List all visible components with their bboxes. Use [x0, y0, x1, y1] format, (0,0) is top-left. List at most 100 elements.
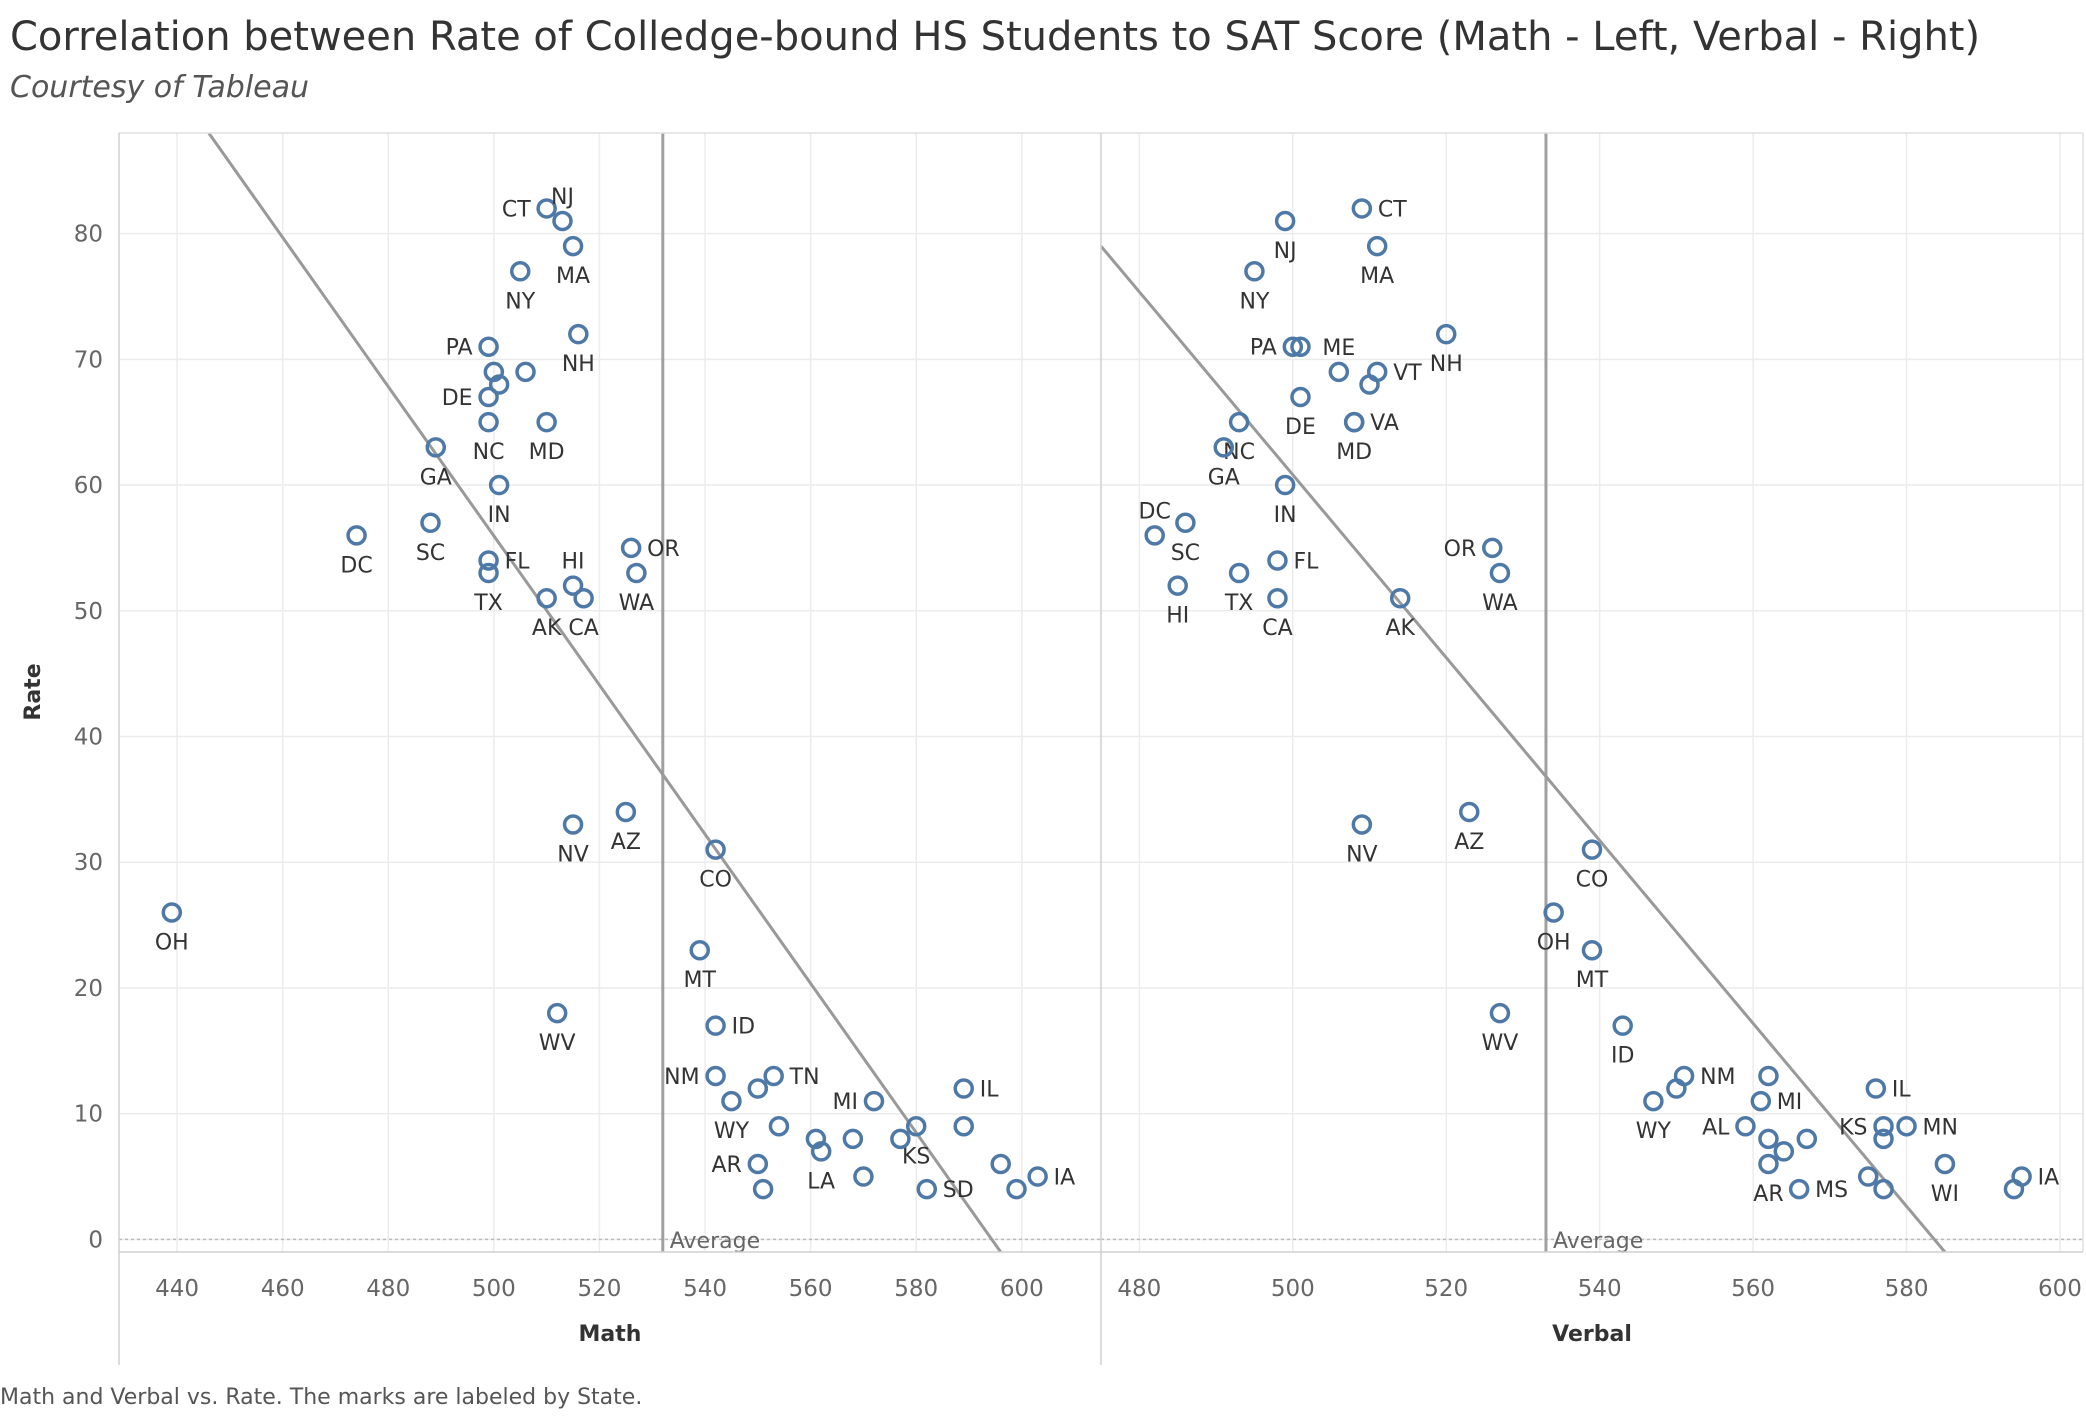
point-label: MD: [1336, 440, 1372, 465]
data-point: [863, 1090, 885, 1112]
point-label: IA: [1054, 1166, 1076, 1191]
data-point: [568, 323, 589, 345]
y-tick-label: 80: [74, 222, 103, 248]
x-tick-label: 600: [2038, 1276, 2082, 1302]
x-tick-label: 560: [1731, 1276, 1775, 1302]
data-point: [478, 411, 499, 433]
point-label: LA: [807, 1169, 835, 1194]
data-point: [1274, 210, 1296, 232]
data-point: [478, 336, 499, 357]
trend-line: [1101, 245, 1947, 1252]
data-point: [1359, 374, 1380, 395]
data-point: [573, 587, 594, 609]
data-point: [346, 525, 367, 546]
x-tick-label: 580: [894, 1276, 938, 1302]
data-point: [1666, 1078, 1687, 1099]
data-point: [1274, 474, 1296, 496]
data-point: [1027, 1166, 1048, 1187]
point-label: CO: [699, 868, 732, 893]
point-label: SC: [416, 541, 445, 566]
data-point: [1773, 1141, 1795, 1162]
x-axis-title: Math: [579, 1322, 642, 1347]
data-point: [1006, 1178, 1027, 1200]
point-label: CO: [1576, 868, 1609, 893]
data-point: [536, 587, 557, 609]
y-tick-label: 50: [74, 599, 103, 625]
x-axis-title: Verbal: [1552, 1322, 1632, 1347]
y-tick-label: 40: [74, 725, 103, 751]
point-label: ID: [732, 1015, 755, 1040]
point-label: WA: [619, 591, 655, 616]
data-point: [420, 512, 441, 534]
x-tick-label: 500: [472, 1276, 516, 1302]
point-label: DC: [340, 553, 372, 578]
point-label: GA: [1208, 465, 1240, 490]
data-point: [1435, 323, 1457, 345]
x-tick-label: 560: [789, 1276, 833, 1302]
data-point: [1267, 587, 1288, 609]
data-point: [705, 1065, 726, 1087]
data-point: [1758, 1153, 1779, 1175]
math-panel: 440 460 480 500 520 540 560 580 600 Math Average CT…: [119, 133, 1101, 1347]
data-point: [747, 1153, 769, 1175]
point-label: TN: [789, 1065, 820, 1090]
point-label: TX: [1224, 591, 1254, 616]
data-point: [905, 1116, 927, 1137]
data-point: [1758, 1128, 1779, 1150]
data-point: [1865, 1078, 1887, 1099]
point-label: CT: [502, 197, 531, 222]
data-point: [810, 1141, 832, 1162]
data-point: [1896, 1116, 1917, 1137]
y-tick-label: 70: [74, 347, 103, 373]
data-point: [1213, 437, 1234, 458]
point-label: IN: [488, 503, 511, 528]
point-label: AZ: [611, 830, 641, 855]
data-point: [890, 1128, 911, 1150]
y-axis-title: Rate: [21, 663, 46, 720]
data-point: [1750, 1090, 1772, 1112]
data-point: [1343, 411, 1365, 433]
point-label: MS: [1815, 1178, 1848, 1203]
data-point: [562, 575, 584, 596]
point-label: MN: [1923, 1115, 1958, 1140]
data-point: [615, 801, 637, 823]
data-point: [1459, 801, 1480, 823]
point-label: CA: [568, 616, 598, 641]
data-point: [1290, 386, 1311, 408]
data-point: [953, 1078, 974, 1099]
point-label: HI: [1166, 604, 1189, 629]
point-label: PA: [446, 336, 473, 361]
point-label: NJ: [1274, 239, 1297, 264]
data-point: [1175, 512, 1196, 534]
point-label: DC: [1139, 499, 1171, 524]
data-point: [1873, 1116, 1894, 1137]
data-point: [752, 1178, 774, 1200]
point-label: SD: [943, 1178, 974, 1203]
point-label: OR: [647, 537, 680, 562]
x-tick-label: 580: [1885, 1276, 1929, 1302]
chart-subtitle: Courtesy of Tableau: [10, 70, 310, 105]
data-point: [1351, 814, 1373, 835]
x-tick-label: 540: [683, 1276, 727, 1302]
data-point: [1482, 537, 1503, 559]
point-label: NY: [1239, 289, 1269, 314]
data-point: [488, 374, 510, 395]
x-tick-label: 520: [577, 1276, 621, 1302]
data-point: [1934, 1153, 1956, 1175]
data-point: [536, 198, 557, 219]
data-point: [1612, 1015, 1633, 1036]
point-label: AR: [1753, 1182, 1783, 1207]
point-label: ID: [1611, 1044, 1634, 1069]
data-point: [763, 1065, 784, 1087]
point-label: AZ: [1454, 830, 1484, 855]
data-point: [1144, 525, 1165, 546]
data-point: [747, 1078, 769, 1099]
point-label: IL: [980, 1078, 999, 1103]
data-point: [478, 550, 499, 571]
data-point: [1228, 562, 1250, 584]
data-point: [620, 537, 642, 559]
average-label: Average: [670, 1229, 760, 1254]
point-label: IN: [1274, 503, 1297, 528]
x-tick-label: 480: [1117, 1276, 1161, 1302]
